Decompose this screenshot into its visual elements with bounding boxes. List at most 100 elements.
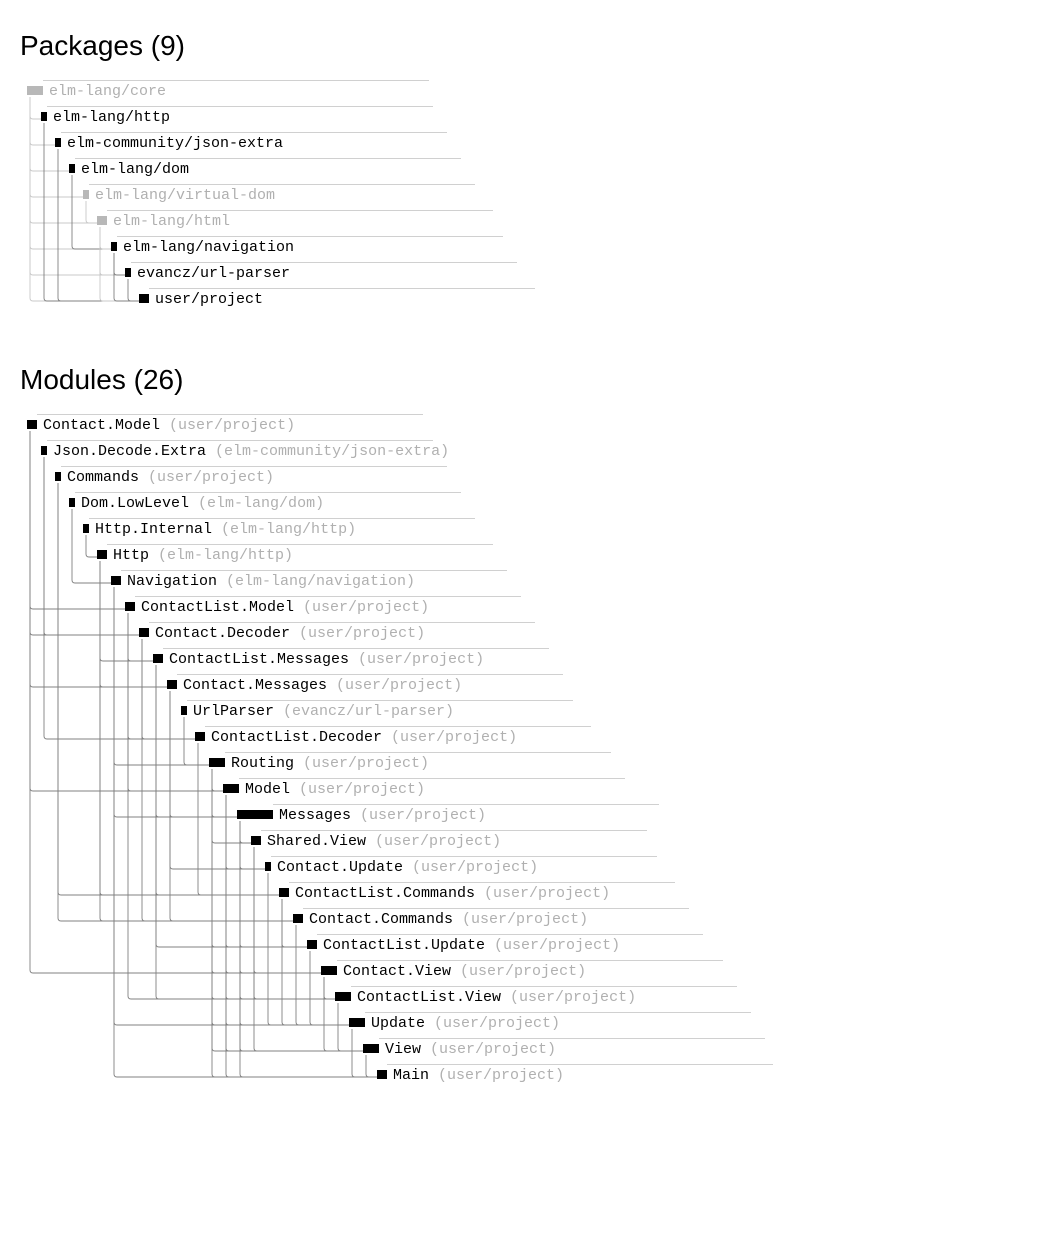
tree-row-label[interactable]: Http.Internal (elm-lang/http) (89, 518, 475, 539)
item-name: Contact.Decoder (155, 625, 290, 642)
item-name: ContactList.View (357, 989, 501, 1006)
tree-row: UrlParser (evancz/url-parser) (20, 700, 1020, 726)
item-package: (user/project) (358, 651, 484, 668)
tree-row-label[interactable]: ContactList.Commands (user/project) (289, 882, 675, 903)
item-name: Update (371, 1015, 425, 1032)
tree-row: Routing (user/project) (20, 752, 1020, 778)
item-package: (evancz/url-parser) (283, 703, 454, 720)
item-name: Dom.LowLevel (81, 495, 189, 512)
tree-row-label[interactable]: Contact.Update (user/project) (271, 856, 657, 877)
tree-row-label[interactable]: Http (elm-lang/http) (107, 544, 493, 565)
tree-row-label[interactable]: ContactList.Decoder (user/project) (205, 726, 591, 747)
tree-row-label[interactable]: Commands (user/project) (61, 466, 447, 487)
tree-row-label[interactable]: Shared.View (user/project) (261, 830, 647, 851)
tree-row-label[interactable]: Navigation (elm-lang/navigation) (121, 570, 507, 591)
tree-row: Messages (user/project) (20, 804, 1020, 830)
tree-row-label[interactable]: Routing (user/project) (225, 752, 611, 773)
dependency-marker (125, 602, 135, 611)
tree-row: Shared.View (user/project) (20, 830, 1020, 856)
item-name: Commands (67, 469, 139, 486)
item-package: (user/project) (462, 911, 588, 928)
dependency-marker (377, 1070, 387, 1079)
item-name: elm-lang/http (53, 109, 170, 126)
item-name: Model (245, 781, 290, 798)
tree-row-label[interactable]: Update (user/project) (365, 1012, 751, 1033)
item-name: UrlParser (193, 703, 274, 720)
tree-row: ContactList.Update (user/project) (20, 934, 1020, 960)
tree-row-label[interactable]: elm-lang/http (47, 106, 433, 127)
dependency-marker (195, 732, 205, 741)
item-name: Contact.Update (277, 859, 403, 876)
item-name: elm-community/json-extra (67, 135, 283, 152)
tree-row: elm-lang/html (20, 210, 1020, 236)
tree-row-label[interactable]: ContactList.Model (user/project) (135, 596, 521, 617)
item-name: ContactList.Commands (295, 885, 475, 902)
tree-row: ContactList.Messages (user/project) (20, 648, 1020, 674)
tree-row-label[interactable]: elm-lang/virtual-dom (89, 184, 475, 205)
dependency-marker (223, 784, 239, 793)
item-name: elm-lang/html (113, 213, 230, 230)
tree-row-label[interactable]: UrlParser (evancz/url-parser) (187, 700, 573, 721)
tree-row-label[interactable]: elm-community/json-extra (61, 132, 447, 153)
tree-row: Navigation (elm-lang/navigation) (20, 570, 1020, 596)
tree-row-label[interactable]: ContactList.Messages (user/project) (163, 648, 549, 669)
tree-row-label[interactable]: Dom.LowLevel (elm-lang/dom) (75, 492, 461, 513)
item-name: elm-lang/virtual-dom (95, 187, 275, 204)
tree-row-label[interactable]: Contact.Messages (user/project) (177, 674, 563, 695)
tree-row-label[interactable]: elm-lang/navigation (117, 236, 503, 257)
item-package: (user/project) (430, 1041, 556, 1058)
tree-row-label[interactable]: elm-lang/html (107, 210, 493, 231)
tree-row: elm-lang/dom (20, 158, 1020, 184)
item-name: ContactList.Model (141, 599, 294, 616)
item-package: (user/project) (391, 729, 517, 746)
tree-row: ContactList.Decoder (user/project) (20, 726, 1020, 752)
tree-row-label[interactable]: Messages (user/project) (273, 804, 659, 825)
tree-row: Update (user/project) (20, 1012, 1020, 1038)
tree-row: elm-lang/http (20, 106, 1020, 132)
tree-row-label[interactable]: Contact.Decoder (user/project) (149, 622, 535, 643)
tree-row: ContactList.View (user/project) (20, 986, 1020, 1012)
item-package: (user/project) (438, 1067, 564, 1084)
tree-row-label[interactable]: Main (user/project) (387, 1064, 773, 1085)
tree-row-label[interactable]: user/project (149, 288, 535, 309)
tree-row-label[interactable]: Model (user/project) (239, 778, 625, 799)
dependency-marker (335, 992, 351, 1001)
tree-row: elm-community/json-extra (20, 132, 1020, 158)
item-name: ContactList.Decoder (211, 729, 382, 746)
item-package: (elm-community/json-extra) (215, 443, 449, 460)
tree-row: elm-lang/navigation (20, 236, 1020, 262)
tree-row: ContactList.Model (user/project) (20, 596, 1020, 622)
tree-row: Http (elm-lang/http) (20, 544, 1020, 570)
item-package: (user/project) (412, 859, 538, 876)
item-name: Json.Decode.Extra (53, 443, 206, 460)
dependency-marker (97, 550, 107, 559)
tree-row: evancz/url-parser (20, 262, 1020, 288)
dependency-marker (139, 628, 149, 637)
tree-row-label[interactable]: elm-lang/core (43, 80, 429, 101)
tree-row-label[interactable]: evancz/url-parser (131, 262, 517, 283)
item-package: (user/project) (169, 417, 295, 434)
tree-row: Json.Decode.Extra (elm-community/json-ex… (20, 440, 1020, 466)
tree-row-label[interactable]: ContactList.Update (user/project) (317, 934, 703, 955)
item-package: (user/project) (303, 755, 429, 772)
tree-row-label[interactable]: Contact.View (user/project) (337, 960, 723, 981)
item-package: (user/project) (494, 937, 620, 954)
item-name: Main (393, 1067, 429, 1084)
dependency-marker (139, 294, 149, 303)
tree-row-label[interactable]: elm-lang/dom (75, 158, 461, 179)
tree-row-label[interactable]: Contact.Commands (user/project) (303, 908, 689, 929)
dependency-marker (111, 576, 121, 585)
tree-row: elm-lang/virtual-dom (20, 184, 1020, 210)
tree-row-label[interactable]: Contact.Model (user/project) (37, 414, 423, 435)
tree-row-label[interactable]: View (user/project) (379, 1038, 765, 1059)
tree-row-label[interactable]: ContactList.View (user/project) (351, 986, 737, 1007)
item-name: Http.Internal (95, 521, 212, 538)
item-name: ContactList.Messages (169, 651, 349, 668)
tree-row: Contact.Messages (user/project) (20, 674, 1020, 700)
item-package: (user/project) (336, 677, 462, 694)
item-name: elm-lang/dom (81, 161, 189, 178)
tree-row: Model (user/project) (20, 778, 1020, 804)
tree-row-label[interactable]: Json.Decode.Extra (elm-community/json-ex… (47, 440, 433, 461)
tree-body: elm-lang/core elm-lang/http elm-community/… (20, 80, 1020, 314)
item-package: (elm-lang/http) (221, 521, 356, 538)
